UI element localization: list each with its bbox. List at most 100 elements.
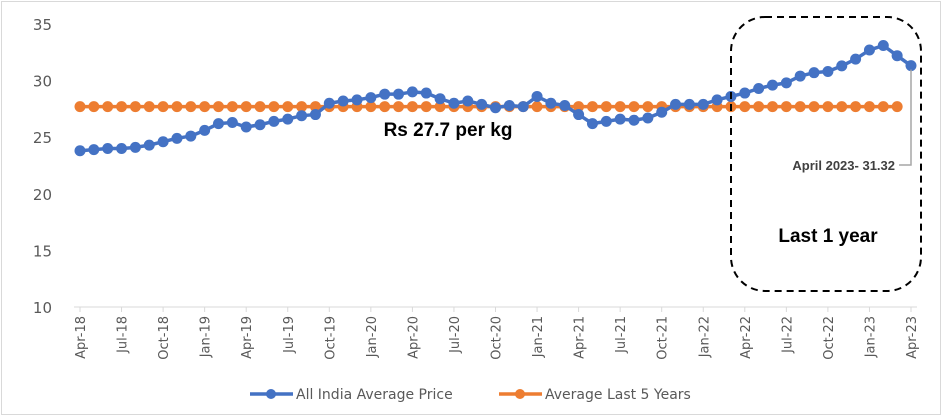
data-point [143, 139, 155, 151]
legend-swatch-marker [266, 389, 276, 399]
data-point [213, 101, 224, 113]
data-point [822, 66, 834, 78]
data-point [254, 119, 266, 131]
x-tick-label: Jan-23 [863, 316, 878, 358]
data-point [157, 136, 169, 148]
data-point [74, 101, 86, 113]
x-tick-label: Jan-19 [199, 316, 214, 358]
data-point [614, 113, 626, 125]
data-point [670, 98, 682, 110]
data-point [268, 115, 280, 127]
x-axis: Apr-18 Jul-18 Oct-18 Jan-19 Apr-19 Jul-19 Oct-… [74, 307, 920, 360]
y-tick-label: 35 [33, 16, 52, 34]
data-point [490, 102, 501, 114]
data-point [88, 101, 100, 113]
legend-item-all-india[interactable]: All India Average Price [250, 387, 453, 403]
x-tick-label: Apr-19 [240, 316, 255, 359]
data-point [129, 101, 141, 113]
data-point [296, 110, 308, 122]
data-point [628, 114, 640, 126]
data-point [143, 101, 155, 113]
legend-label: Average Last 5 Years [545, 387, 691, 403]
data-point [199, 124, 211, 136]
data-point [296, 101, 308, 113]
data-point [420, 87, 432, 99]
data-point [406, 101, 418, 113]
data-point [794, 101, 806, 113]
data-point [808, 67, 820, 79]
data-point [863, 101, 875, 113]
y-tick-label: 20 [33, 186, 52, 204]
data-point [877, 40, 889, 52]
data-point [545, 97, 557, 109]
data-point [739, 87, 751, 99]
data-point [517, 101, 529, 113]
data-point [226, 101, 238, 113]
x-tick-label: Oct-20 [490, 316, 505, 360]
data-point [282, 101, 294, 113]
data-point [379, 101, 391, 113]
data-point [448, 97, 460, 109]
data-point [877, 101, 889, 113]
data-point [836, 101, 848, 113]
data-point [683, 98, 695, 110]
y-tick-label: 10 [33, 299, 52, 317]
data-point [573, 109, 585, 121]
data-point [822, 101, 834, 113]
data-point [642, 101, 654, 113]
data-point [254, 101, 266, 113]
x-tick-label: Apr-23 [905, 316, 920, 359]
data-point [780, 77, 792, 89]
data-point [185, 101, 197, 113]
y-tick-label: 15 [33, 242, 52, 260]
last-year-annotation: Last 1 year [778, 226, 878, 247]
data-point [850, 53, 862, 65]
data-point [850, 101, 862, 113]
data-point [240, 101, 252, 113]
data-point [753, 101, 765, 113]
data-point [697, 98, 709, 110]
data-point [863, 44, 875, 56]
data-point [171, 101, 183, 113]
data-point [268, 101, 280, 113]
data-point [213, 118, 224, 130]
data-point [531, 90, 543, 102]
x-tick-label: Jul-20 [448, 316, 463, 354]
series-0 [74, 40, 917, 157]
series-layer [74, 40, 917, 157]
x-tick-label: Apr-21 [573, 316, 588, 359]
data-point [337, 95, 349, 107]
data-point [393, 88, 405, 100]
x-tick-label: Jul-22 [780, 316, 795, 354]
data-point [226, 116, 238, 128]
data-point [476, 98, 488, 110]
x-tick-label: Jan-20 [365, 316, 380, 358]
legend-label: All India Average Price [296, 387, 453, 403]
x-tick-label: Oct-19 [323, 316, 338, 360]
x-tick-label: Apr-22 [739, 316, 754, 359]
last-point-annotation: April 2023- 31.32 [792, 158, 895, 173]
data-point [434, 93, 446, 105]
data-point [116, 143, 128, 155]
data-point [559, 100, 571, 112]
x-tick-label: Jul-19 [282, 316, 297, 354]
x-tick-label: Oct-21 [656, 316, 671, 360]
data-point [365, 101, 377, 113]
x-tick-label: Apr-20 [406, 316, 421, 359]
data-point [794, 70, 806, 82]
legend-item-average-5y[interactable]: Average Last 5 Years [499, 387, 691, 403]
data-point [74, 145, 86, 157]
legend: All India Average Price Average Last 5 Y… [250, 387, 691, 403]
x-tick-label: Jan-22 [697, 316, 712, 358]
data-point [628, 101, 640, 113]
data-point [199, 101, 211, 113]
data-point [753, 83, 765, 95]
x-tick-label: Apr-18 [74, 316, 89, 359]
data-point [406, 86, 418, 98]
data-point [767, 101, 778, 113]
data-point [573, 101, 585, 113]
data-point [434, 101, 446, 113]
x-tick-label: Oct-18 [157, 316, 172, 360]
